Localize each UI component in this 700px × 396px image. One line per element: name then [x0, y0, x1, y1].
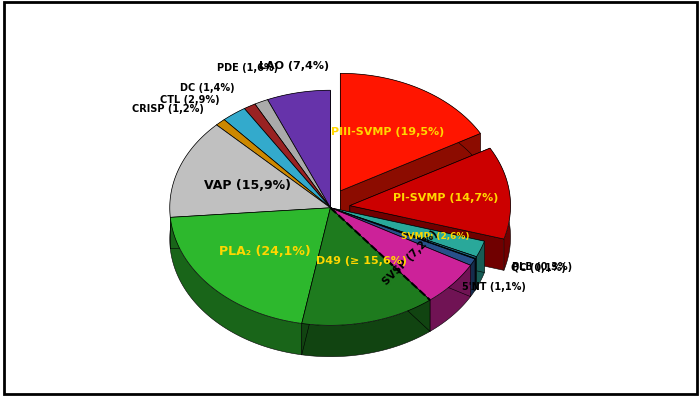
Polygon shape [224, 120, 330, 239]
Polygon shape [430, 265, 470, 331]
Polygon shape [350, 148, 510, 239]
Polygon shape [330, 208, 477, 288]
Polygon shape [330, 208, 475, 259]
Text: CTL (2,9%): CTL (2,9%) [160, 95, 220, 105]
Polygon shape [330, 208, 470, 297]
Polygon shape [216, 120, 224, 156]
Text: QC (0,1%): QC (0,1%) [511, 263, 566, 273]
Text: CRISP (1,2%): CRISP (1,2%) [132, 105, 204, 114]
Polygon shape [477, 241, 484, 288]
Polygon shape [216, 125, 330, 239]
Polygon shape [302, 208, 330, 355]
Polygon shape [170, 208, 330, 249]
Text: D49 (≥ 15,6%): D49 (≥ 15,6%) [316, 256, 407, 266]
Polygon shape [330, 208, 484, 272]
Polygon shape [330, 208, 484, 257]
Text: SVMPi (2,6%): SVMPi (2,6%) [402, 232, 470, 241]
Polygon shape [216, 125, 330, 239]
Polygon shape [244, 104, 330, 208]
Polygon shape [330, 208, 475, 290]
Polygon shape [244, 104, 255, 140]
Text: PIII-SVMP (19,5%): PIII-SVMP (19,5%) [331, 127, 444, 137]
Polygon shape [330, 208, 470, 300]
Polygon shape [475, 257, 477, 290]
Polygon shape [170, 208, 330, 324]
Polygon shape [330, 208, 475, 265]
Polygon shape [255, 100, 330, 208]
Polygon shape [224, 109, 330, 208]
Polygon shape [340, 133, 480, 222]
Polygon shape [216, 120, 330, 208]
Polygon shape [170, 125, 330, 217]
Polygon shape [340, 73, 480, 191]
Polygon shape [330, 208, 477, 259]
Text: SVSP (7,2%): SVSP (7,2%) [381, 228, 439, 287]
Text: PDE (1,6%): PDE (1,6%) [217, 63, 278, 73]
Text: PLA₂ (24,1%): PLA₂ (24,1%) [219, 245, 311, 258]
Polygon shape [267, 90, 330, 131]
Text: 5'NT (1,1%): 5'NT (1,1%) [462, 282, 526, 292]
Polygon shape [267, 100, 330, 239]
Polygon shape [350, 148, 490, 237]
Text: LAO (7,4%): LAO (7,4%) [260, 61, 330, 71]
Polygon shape [350, 206, 504, 270]
Polygon shape [330, 208, 475, 290]
Polygon shape [224, 109, 244, 151]
Polygon shape [255, 104, 330, 239]
Polygon shape [244, 109, 330, 239]
Polygon shape [330, 208, 477, 288]
Polygon shape [244, 109, 330, 239]
Text: PLB (0,3%): PLB (0,3%) [512, 262, 572, 272]
Text: DC (1,4%): DC (1,4%) [181, 83, 235, 93]
Polygon shape [330, 208, 470, 297]
Polygon shape [330, 208, 475, 290]
Polygon shape [470, 259, 475, 297]
Polygon shape [490, 148, 510, 270]
Polygon shape [340, 73, 480, 165]
Polygon shape [255, 104, 330, 239]
Polygon shape [170, 208, 330, 249]
Polygon shape [255, 100, 267, 135]
Polygon shape [302, 208, 330, 355]
Text: VAP (15,9%): VAP (15,9%) [204, 179, 291, 192]
Polygon shape [330, 208, 430, 331]
Text: PI-SVMP (14,7%): PI-SVMP (14,7%) [393, 193, 498, 203]
Polygon shape [267, 100, 330, 239]
Polygon shape [224, 120, 330, 239]
Polygon shape [302, 300, 430, 357]
Polygon shape [302, 208, 430, 326]
Polygon shape [330, 208, 430, 331]
Polygon shape [170, 217, 302, 355]
Polygon shape [267, 90, 330, 208]
Polygon shape [170, 125, 216, 249]
Polygon shape [330, 208, 475, 290]
